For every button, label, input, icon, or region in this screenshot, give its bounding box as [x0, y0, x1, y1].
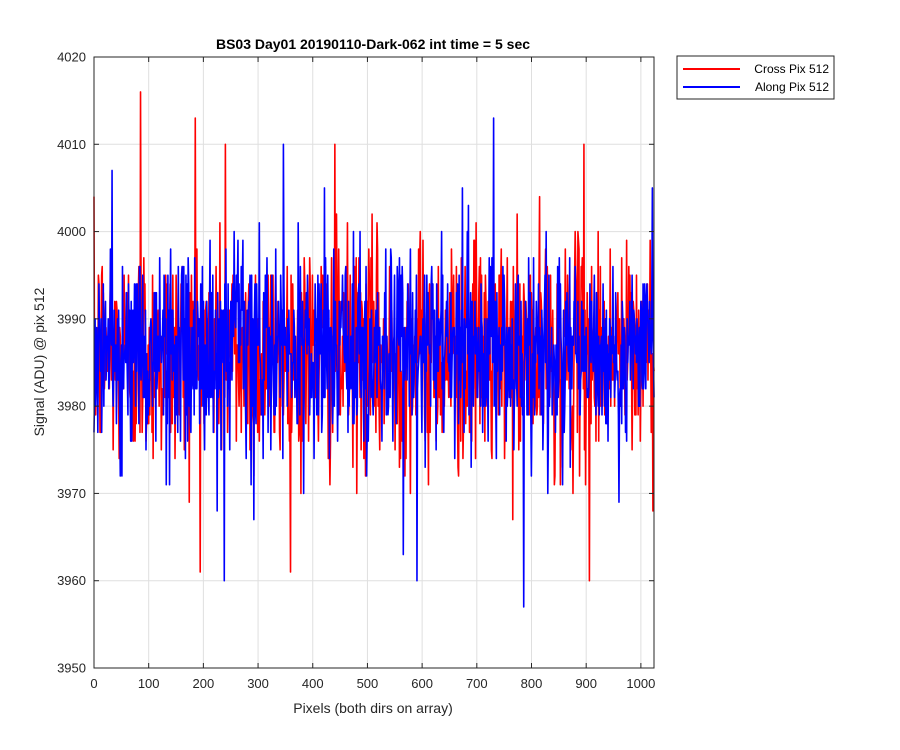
y-tick-label: 3950	[57, 661, 86, 676]
x-tick-label: 500	[357, 676, 379, 691]
y-tick-label: 3980	[57, 399, 86, 414]
y-tick-label: 3970	[57, 486, 86, 501]
y-tick-label: 4020	[57, 50, 86, 65]
y-tick-label: 3960	[57, 573, 86, 588]
x-tick-label: 600	[411, 676, 433, 691]
axes-box	[93, 56, 655, 669]
series-layer	[93, 91, 655, 608]
x-tick-label: 0	[90, 676, 97, 691]
legend[interactable]: Cross Pix 512 Along Pix 512	[676, 55, 835, 100]
y-tick-label: 3990	[57, 311, 86, 326]
series-line-along-pix-512	[93, 117, 655, 608]
x-tick-label: 400	[302, 676, 324, 691]
x-tick-label: 100	[138, 676, 160, 691]
x-tick-label: 700	[466, 676, 488, 691]
chart-title: BS03 Day01 20190110-Dark-062 int time = …	[216, 36, 530, 52]
legend-box	[676, 55, 835, 100]
x-tick-label: 300	[247, 676, 269, 691]
x-axis-label: Pixels (both dirs on array)	[293, 700, 453, 716]
ticks: 0 100 200 300 400 500 600 700 800 900 1000 3950 3960…	[57, 50, 655, 692]
y-tick-label: 4010	[57, 137, 86, 152]
legend-label-cross: Cross Pix 512	[754, 62, 829, 76]
y-axis-label: Signal (ADU) @ pix 512	[31, 287, 47, 436]
x-tick-label: 900	[575, 676, 597, 691]
x-tick-label: 800	[521, 676, 543, 691]
y-tick-label: 4000	[57, 224, 86, 239]
legend-label-along: Along Pix 512	[755, 80, 829, 94]
plot-area: 0 100 200 300 400 500 600 700 800 900 1000 3950 3960…	[57, 50, 655, 692]
x-tick-label: 1000	[626, 676, 655, 691]
x-tick-label: 200	[193, 676, 215, 691]
